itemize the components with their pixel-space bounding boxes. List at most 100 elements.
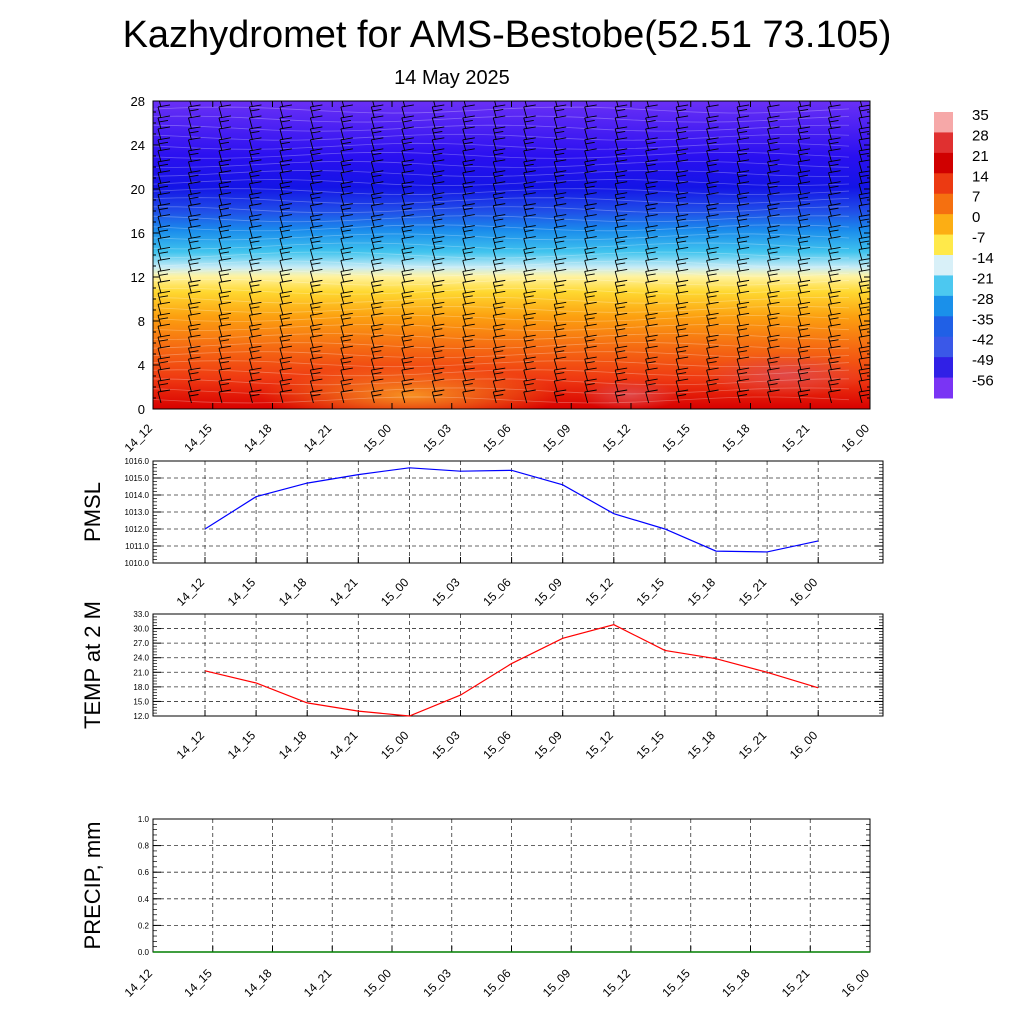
wind-barb-staff (279, 150, 284, 162)
wind-barb (614, 214, 628, 228)
wind-barb (614, 192, 628, 206)
wind-barb-staff (675, 369, 680, 382)
wind-barb-flag (615, 334, 628, 338)
wind-barb-staff (309, 348, 314, 360)
wind-barb (370, 356, 384, 371)
wind-barb-flag (647, 99, 656, 101)
wind-barb (431, 378, 445, 393)
wind-barb-flag (493, 181, 506, 185)
wind-barb-staff (614, 304, 619, 316)
colorbar-swatch (934, 316, 953, 338)
wind-barb-flag (462, 367, 475, 371)
wind-barb-staff (462, 106, 467, 119)
wind-barb (401, 323, 414, 338)
contour-line (153, 351, 850, 359)
wind-barb-staff (370, 315, 375, 327)
wind-barb-flag (523, 312, 536, 316)
wind-barb-flag (462, 225, 475, 228)
wind-barb-flag (340, 126, 353, 130)
wind-barb-staff (645, 337, 650, 349)
wind-barb-staff (401, 205, 406, 217)
wind-barb (767, 214, 780, 228)
wind-barb-flag (645, 126, 658, 130)
wind-barb-staff (218, 106, 223, 119)
wind-barb (736, 104, 750, 119)
wind-barb-staff (553, 304, 558, 316)
wind-barb (675, 356, 689, 371)
wind-barb-flag (493, 214, 506, 218)
wind-barb-staff (279, 358, 284, 371)
wind-barb-staff (431, 194, 436, 206)
wind-barb-flag (829, 229, 839, 232)
wind-barb-staff (553, 260, 558, 272)
wind-barb-staff (858, 106, 863, 119)
wind-barb-flag (767, 236, 780, 239)
wind-barb-staff (370, 348, 375, 360)
wind-barb-staff (157, 227, 162, 239)
wind-barb (340, 323, 353, 338)
wind-barb (340, 126, 353, 141)
wind-barb-staff (431, 205, 436, 217)
wind-barb-flag (279, 301, 292, 305)
x-tick-label: 15_18 (685, 728, 719, 762)
wind-barb-flag (616, 262, 626, 265)
wind-barb-flag (615, 345, 628, 349)
colorbar-label: -7 (972, 230, 985, 247)
wind-barb-flag (798, 196, 809, 200)
wind-barb-flag (554, 115, 567, 119)
wind-barb (309, 356, 323, 371)
wind-barb (645, 258, 658, 272)
wind-barb-staff (218, 293, 223, 305)
wind-barb (614, 181, 628, 195)
wind-barb-flag (645, 323, 658, 327)
wind-barb-flag (341, 119, 351, 123)
wind-barb (767, 268, 780, 283)
wind-barb (767, 279, 780, 294)
wind-barb-staff (523, 282, 528, 294)
wind-barb-flag (858, 334, 870, 338)
wind-barb (736, 170, 750, 184)
wind-barb-staff (645, 183, 650, 195)
wind-barb-staff (462, 172, 467, 184)
heatmap-hot-region (705, 353, 865, 397)
wind-barb-staff (462, 216, 467, 228)
wind-barb-flag (310, 192, 323, 196)
wind-barb-flag (158, 207, 169, 211)
wind-barb-staff (309, 304, 314, 316)
wind-barb-flag (615, 312, 628, 316)
wind-barb (797, 104, 811, 119)
wind-barb-flag (707, 383, 717, 386)
wind-barb-flag (523, 378, 536, 382)
wind-barb (736, 192, 750, 206)
wind-barb-flag (279, 192, 292, 196)
wind-barb (492, 378, 506, 393)
x-tick-label: 15_15 (634, 575, 668, 609)
wind-barb-flag (523, 170, 536, 174)
wind-barb (736, 378, 750, 393)
wind-barb-flag (462, 389, 475, 393)
wind-barb (279, 323, 292, 338)
wind-barb-flag (463, 229, 473, 232)
wind-barb (249, 148, 262, 162)
wind-barb-staff (675, 161, 680, 173)
wind-barb (218, 170, 232, 184)
wind-barb (401, 115, 414, 130)
wind-barb-staff (553, 315, 558, 327)
wind-barb-flag (310, 279, 323, 283)
wind-barb-staff (309, 106, 314, 119)
wind-barb-flag (828, 356, 841, 360)
wind-barb-flag (401, 148, 414, 152)
wind-barb-flag (157, 268, 171, 272)
wind-barb-flag (279, 323, 292, 327)
wind-barb-flag (188, 236, 201, 239)
wind-barb-staff (188, 183, 192, 195)
wind-barb-flag (767, 268, 780, 272)
wind-barb-staff (706, 380, 711, 393)
wind-barb-flag (768, 185, 778, 189)
wind-barb-flag (341, 251, 351, 254)
wind-barb-flag (372, 196, 382, 200)
wind-barb-flag (219, 251, 230, 254)
wind-barb-flag (829, 251, 839, 254)
wind-barb-staff (736, 260, 741, 272)
wind-barb-flag (279, 236, 292, 239)
